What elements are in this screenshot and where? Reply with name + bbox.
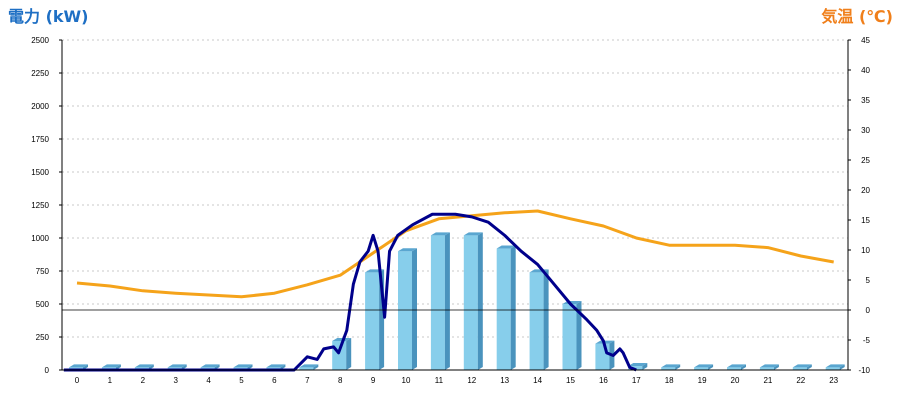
right-tick-label: 40 (861, 66, 870, 75)
left-axis-title: 電力 (kW) (8, 7, 89, 26)
x-tick-label: 16 (599, 376, 608, 385)
gridlines (62, 39, 848, 338)
x-tick-label: 10 (402, 376, 411, 385)
right-tick-label: 25 (861, 156, 870, 165)
bar (694, 364, 714, 370)
x-tick-label: 18 (665, 376, 674, 385)
left-axis-ticks: 0 250 500 750 1000 1250 1500 1750 2000 2250 2500 (31, 36, 62, 375)
bar (430, 232, 450, 370)
left-tick-label: 2250 (31, 69, 49, 78)
x-tick-label: 1 (108, 376, 113, 385)
x-tick-label: 23 (829, 376, 838, 385)
bar (398, 248, 417, 370)
x-tick-label: 15 (566, 376, 575, 385)
x-tick-label: 3 (173, 376, 178, 385)
right-tick-label: 20 (861, 186, 870, 195)
bar (496, 245, 516, 370)
left-tick-label: 1250 (31, 201, 49, 210)
right-tick-label: 0 (866, 306, 871, 315)
left-tick-label: 750 (36, 267, 50, 276)
bar (727, 364, 746, 370)
x-tick-label: 11 (435, 376, 444, 385)
x-tick-label: 21 (763, 376, 772, 385)
series-lines (63, 209, 834, 372)
right-axis-title: 気温 (℃) (821, 7, 893, 26)
x-tick-label: 7 (305, 376, 310, 385)
x-axis-ticks: 0 1 2 3 4 5 6 7 8 9 10 11 12 13 14 15 16 17 18 19 20 21 22 23 (75, 376, 839, 385)
bar (759, 364, 779, 370)
right-tick-label: 5 (866, 276, 871, 285)
x-tick-label: 9 (371, 376, 376, 385)
left-tick-label: 500 (36, 300, 50, 309)
power-line (63, 212, 637, 372)
bar (661, 364, 681, 370)
axes (61, 40, 849, 371)
left-tick-label: 0 (45, 366, 50, 375)
bar (825, 364, 845, 370)
x-tick-label: 12 (467, 376, 476, 385)
right-tick-label: 35 (861, 96, 870, 105)
bar (463, 232, 483, 370)
left-tick-label: 2000 (31, 102, 49, 111)
x-tick-label: 8 (338, 376, 343, 385)
bar (792, 364, 812, 370)
power-bars (69, 232, 845, 370)
x-tick-label: 17 (632, 376, 641, 385)
right-tick-label: -10 (858, 366, 870, 375)
right-tick-label: 30 (861, 126, 870, 135)
left-tick-label: 1500 (31, 168, 49, 177)
x-tick-label: 2 (141, 376, 146, 385)
left-tick-label: 1750 (31, 135, 49, 144)
right-tick-label: 45 (861, 36, 870, 45)
x-tick-label: 4 (206, 376, 211, 385)
x-tick-label: 20 (731, 376, 740, 385)
x-tick-label: 22 (796, 376, 805, 385)
right-tick-label: 15 (861, 216, 870, 225)
left-tick-label: 250 (36, 333, 50, 342)
bar (529, 269, 549, 370)
temperature-line (76, 209, 834, 299)
left-tick-label: 1000 (31, 234, 49, 243)
x-tick-label: 14 (533, 376, 542, 385)
bar (299, 364, 319, 370)
left-tick-label: 2500 (31, 36, 49, 45)
right-tick-label: 10 (861, 246, 870, 255)
right-tick-label: -5 (863, 336, 871, 345)
x-tick-label: 0 (75, 376, 80, 385)
x-tick-label: 19 (698, 376, 707, 385)
right-axis-ticks: -10 -5 0 5 10 15 20 25 30 35 40 45 (848, 36, 871, 375)
bar (562, 301, 582, 370)
x-tick-label: 13 (500, 376, 509, 385)
x-tick-label: 6 (272, 376, 277, 385)
x-tick-label: 5 (239, 376, 244, 385)
